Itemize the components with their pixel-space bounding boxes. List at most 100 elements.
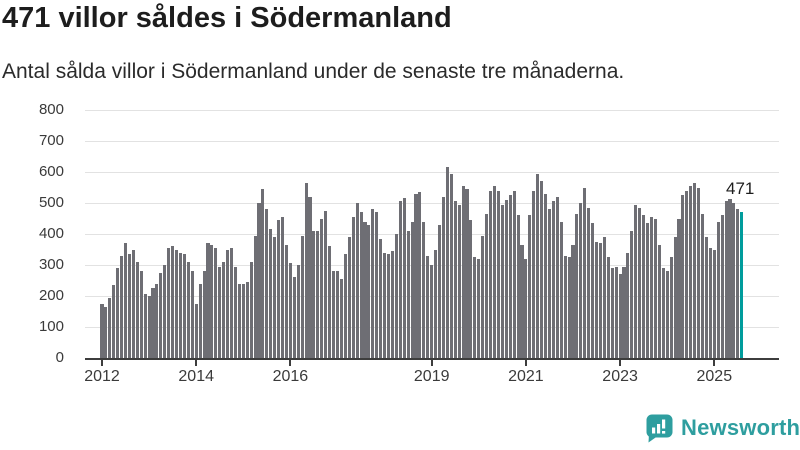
y-axis-tick-label: 800 [38,101,64,118]
bar [441,196,446,358]
bar [524,258,528,358]
bar [673,237,677,358]
bar [190,271,194,358]
brand-footer: Newsworthy [645,413,800,443]
y-gridline [85,172,779,173]
bar [347,237,351,358]
bar [359,212,363,358]
bar [304,182,308,358]
y-gridline [85,203,779,204]
bar [335,271,340,358]
bar [351,216,355,358]
page-subtitle: Antal sålda villor i Södermanland under … [2,60,625,83]
bar [143,294,147,358]
bar [198,283,202,358]
x-axis-tick [289,360,292,366]
bar [100,303,104,358]
x-axis-tick [713,360,716,366]
bar [704,237,708,358]
bar [575,213,579,358]
x-axis-tick-label: 2014 [178,368,214,385]
bar-chart: 0 100 200 300 400 500 600 700 800 2012 2014 2016 20… [38,101,779,385]
y-gridline [85,234,779,235]
bar [606,257,610,358]
bar [277,220,281,358]
y-gridline [85,141,779,142]
bar [728,199,732,358]
bar [622,266,626,358]
page-title: 471 villor såldes i Södermanland [2,2,452,34]
bar [375,212,379,358]
bar [430,265,434,358]
bar [379,238,383,358]
bar [394,234,398,358]
bar [457,204,461,358]
bar [689,185,693,358]
bar [449,173,453,358]
bar [595,241,599,358]
bar [708,247,712,358]
bar [536,173,540,358]
bar [465,189,469,358]
bar [422,221,426,358]
bar [571,244,575,358]
bar [292,277,296,358]
bar [563,255,567,358]
bar [300,235,304,358]
bar [646,223,650,358]
y-axis-tick-label: 400 [38,225,64,242]
bar [386,254,391,358]
bar [579,203,583,358]
bar [626,252,630,358]
bar [233,266,237,358]
bar [229,247,234,358]
bar [194,303,198,358]
bar [665,271,669,358]
bar [249,261,253,358]
bar [390,251,394,358]
x-axis-tick-label: 2019 [413,368,450,385]
bar [661,268,665,358]
x-axis-tick-label: 2023 [602,368,638,385]
bar [371,209,375,358]
bar [226,249,230,358]
bar [724,201,728,358]
bar [116,268,120,358]
bar [736,209,740,358]
bar [500,204,504,358]
bar [410,221,414,358]
bar [485,213,489,358]
bar [520,244,524,358]
bar [540,181,544,358]
bar [178,252,183,358]
bar [147,296,151,358]
bar [155,283,159,358]
bar [406,230,410,358]
y-axis-tick-label: 600 [38,163,64,180]
bar [489,190,493,358]
bar [339,278,343,358]
bar [363,221,367,358]
bar [261,189,265,358]
bar [206,243,210,358]
bar [210,244,214,358]
bar [461,185,465,358]
bar [567,257,571,358]
bar [681,195,685,358]
x-axis-tick [195,360,198,366]
bar [634,204,638,358]
bar [543,193,548,358]
bar [732,203,736,358]
x-axis-tick [101,360,103,366]
bar [649,216,654,358]
bar [434,249,438,358]
x-axis-tick [430,360,433,366]
bar [159,272,163,358]
highlighted-bar [740,212,744,358]
bar [469,220,473,358]
bar [583,187,587,358]
bar [508,195,512,358]
x-axis-tick-label: 2025 [696,368,733,385]
x-axis-tick [619,360,622,366]
bar [296,265,300,358]
